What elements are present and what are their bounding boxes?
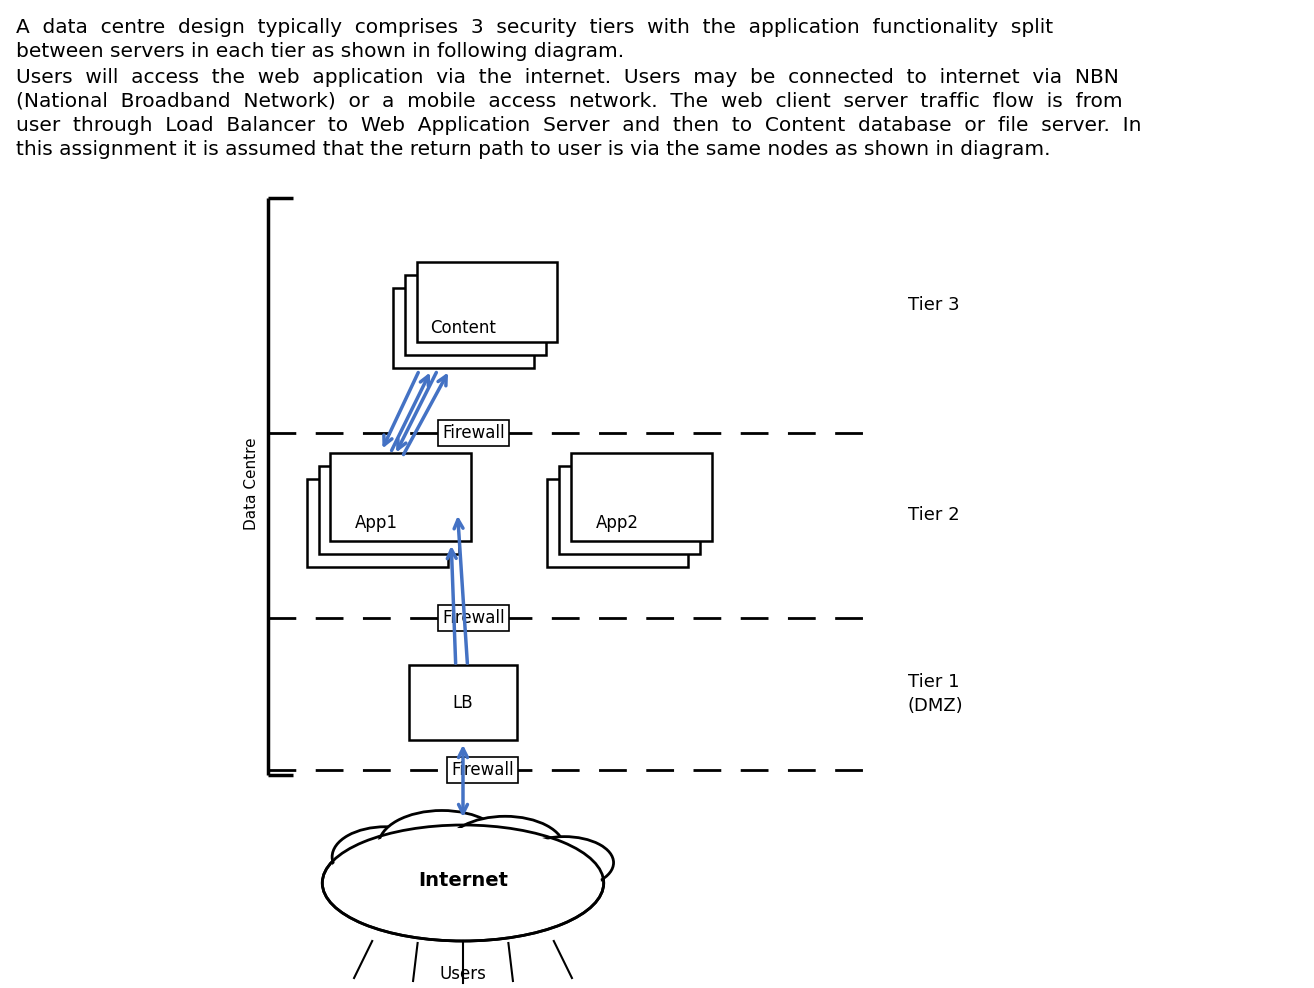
Text: Tier 1
(DMZ): Tier 1 (DMZ) [908,673,963,714]
Text: Users: Users [440,965,486,983]
Text: Users  will  access  the  web  application  via  the  internet.  Users  may  be : Users will access the web application vi… [16,68,1120,87]
Text: Tier 3: Tier 3 [908,296,959,314]
Text: A  data  centre  design  typically  comprises  3  security  tiers  with  the  ap: A data centre design typically comprises… [16,18,1054,37]
Ellipse shape [447,816,564,880]
Bar [560,466,700,554]
Text: Firewall: Firewall [442,609,505,627]
Bar [572,453,712,541]
Text: App2: App2 [595,514,639,532]
Bar [405,275,545,355]
Ellipse shape [332,827,439,887]
Text: (National  Broadband  Network)  or  a  mobile  access  network.  The  web  clien: (National Broadband Network) or a mobile… [16,92,1123,111]
Text: App1: App1 [355,514,398,532]
Text: between servers in each tier as shown in following diagram.: between servers in each tier as shown in… [16,42,624,61]
Ellipse shape [325,828,600,938]
Ellipse shape [322,825,603,941]
Text: Internet: Internet [418,870,509,889]
Text: Content: Content [430,319,495,337]
Ellipse shape [378,810,505,880]
Ellipse shape [515,837,614,889]
Text: this assignment it is assumed that the return path to user is via the same nodes: this assignment it is assumed that the r… [16,140,1051,159]
Bar [307,479,448,567]
Bar [330,453,472,541]
Bar [409,665,518,740]
Bar [393,288,533,368]
Bar [548,479,689,567]
Text: LB: LB [453,694,473,712]
Text: Tier 2: Tier 2 [908,507,959,525]
Bar [417,262,557,342]
Text: Firewall: Firewall [451,761,514,779]
Text: user  through  Load  Balancer  to  Web  Application  Server  and  then  to  Cont: user through Load Balancer to Web Applic… [16,116,1142,135]
Bar [319,466,460,554]
Text: Firewall: Firewall [442,424,505,442]
Text: Data Centre: Data Centre [244,438,259,531]
